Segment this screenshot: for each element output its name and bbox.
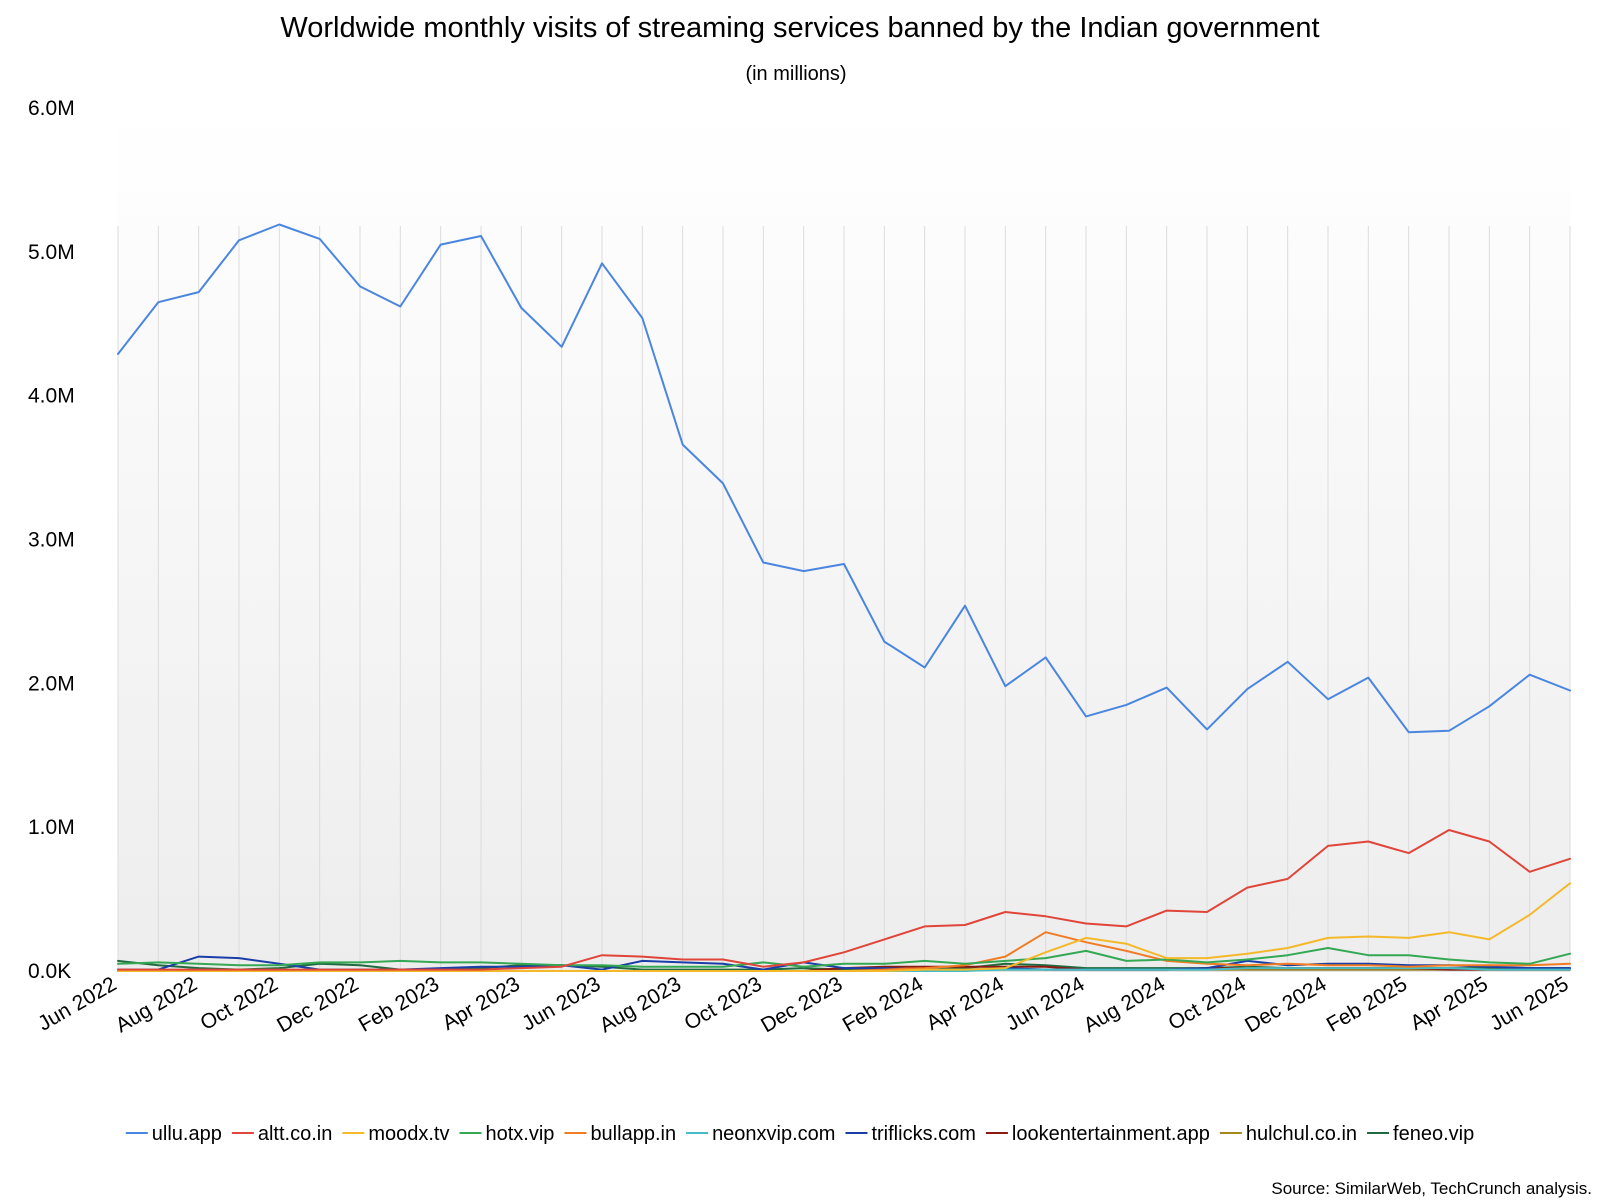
grid-lines (117, 226, 1571, 972)
legend-label: hotx.vip (486, 1123, 555, 1145)
x-tick-label: Dec 2022 (273, 972, 362, 1037)
x-tick-label: Jun 2024 (1002, 972, 1089, 1035)
series-line-moodx-tv (117, 882, 1571, 972)
legend-item: moodx.tv (342, 1123, 450, 1145)
chart-subtitle: (in millions) (745, 63, 846, 85)
y-tick-label: 4.0M (28, 385, 75, 408)
legend-item: triflicks.com (845, 1123, 976, 1145)
legend-label: bullapp.in (590, 1123, 676, 1145)
y-tick-label: 6.0M (28, 97, 75, 120)
x-tick-label: Jun 2023 (518, 972, 604, 1035)
legend-label: ullu.app (152, 1123, 222, 1145)
series-line-altt-co-in (117, 829, 1571, 971)
y-tick-label: 2.0M (28, 672, 75, 695)
x-tick-label: Oct 2023 (681, 972, 766, 1035)
x-tick-label: Apr 2025 (1407, 972, 1492, 1035)
legend-item: lookentertainment.app (985, 1123, 1210, 1145)
legend-label: feneo.vip (1393, 1123, 1474, 1145)
legend-item: neonxvip.com (686, 1123, 835, 1145)
legend-label: neonxvip.com (712, 1123, 835, 1145)
y-tick-label: 0.0K (28, 960, 71, 983)
x-tick-label: Apr 2024 (923, 972, 1009, 1035)
series-line-ullu-app (117, 223, 1571, 734)
x-tick-label: Aug 2024 (1080, 972, 1170, 1037)
source-note: Source: SimilarWeb, TechCrunch analysis. (1271, 1179, 1592, 1198)
legend-item: hotx.vip (459, 1123, 555, 1145)
legend-label: triflicks.com (871, 1123, 975, 1145)
legend-label: altt.co.in (258, 1123, 332, 1145)
y-tick-label: 1.0M (28, 816, 75, 839)
series-line-hotx-vip (117, 947, 1571, 968)
chart-title: Worldwide monthly visits of streaming se… (280, 12, 1319, 44)
y-tick-label: 5.0M (28, 241, 75, 264)
x-tick-label: Feb 2023 (355, 972, 443, 1036)
legend-item: bullapp.in (564, 1123, 676, 1145)
legend-item: hulchul.co.in (1219, 1123, 1357, 1145)
x-tick-label: Dec 2023 (757, 972, 846, 1037)
x-tick-label: Feb 2024 (839, 972, 928, 1036)
legend-item: altt.co.in (231, 1123, 332, 1145)
legend-label: hulchul.co.in (1246, 1123, 1357, 1145)
legend-item: ullu.app (125, 1123, 222, 1145)
x-tick-label: Oct 2024 (1165, 972, 1251, 1035)
y-axis-ticks: 0.0K 1.0M 2.0M 3.0M 4.0M 5.0M 6.0M (28, 97, 75, 983)
x-tick-label: Dec 2024 (1241, 972, 1331, 1037)
x-tick-label: Oct 2022 (197, 972, 282, 1035)
legend-label: moodx.tv (368, 1123, 449, 1145)
legend-label: lookentertainment.app (1012, 1123, 1210, 1145)
x-tick-label: Apr 2023 (439, 972, 524, 1035)
x-tick-label: Aug 2023 (596, 972, 685, 1037)
series-lines (117, 223, 1571, 972)
x-tick-label: Jun 2025 (1486, 972, 1572, 1035)
legend-item: feneo.vip (1367, 1123, 1474, 1145)
legend: ullu.app altt.co.in moodx.tv hotx.vip bullap… (125, 1123, 1474, 1145)
y-tick-label: 3.0M (28, 529, 75, 552)
x-tick-label: Feb 2025 (1323, 972, 1411, 1036)
x-tick-label: Aug 2022 (112, 972, 201, 1037)
